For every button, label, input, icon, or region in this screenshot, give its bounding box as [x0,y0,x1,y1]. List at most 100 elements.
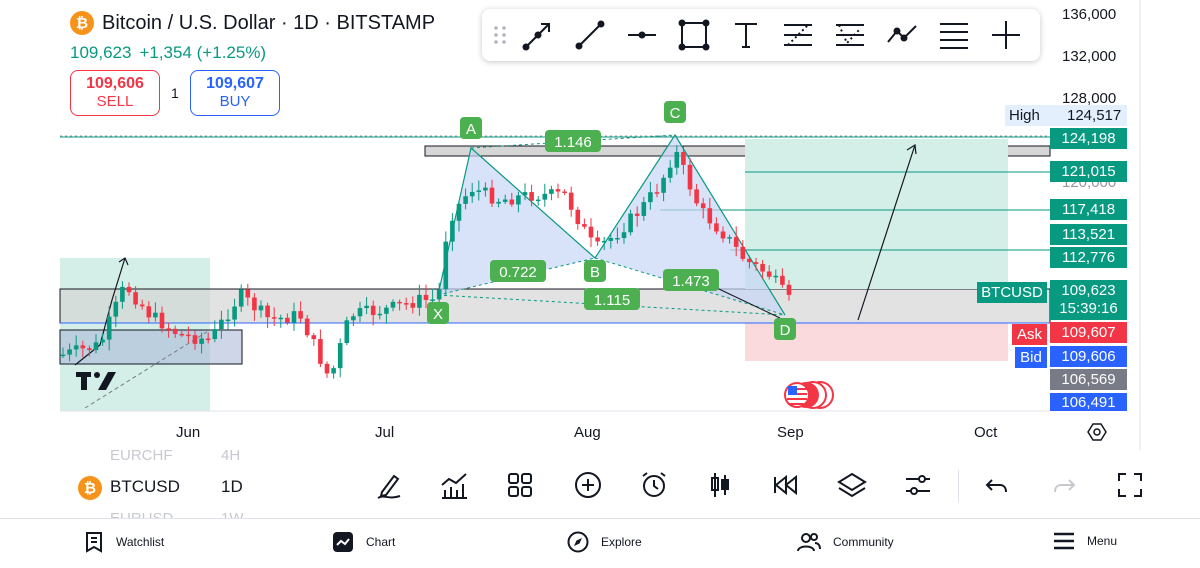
price-chart[interactable]: X A B C D 1.146 0.722 1.473 [0,0,1200,460]
candle-body [694,189,699,204]
horizontal-line-icon[interactable] [616,13,668,57]
candle-body [483,187,488,191]
support-zone[interactable] [59,288,1051,324]
nav-chart[interactable]: Chart [332,531,395,553]
price-tick: 132,000 [1062,48,1117,65]
ratio-label-bd[interactable]: 1.473 [663,269,719,291]
fib-retracement-icon[interactable] [772,13,824,57]
harmonic-fill-bcd [595,135,785,315]
candle-body [780,275,785,285]
settings-sliders-icon[interactable] [896,465,940,505]
candle-body [410,303,416,308]
candle-body [634,213,640,216]
candle-body [100,339,105,343]
candle-body [516,195,521,205]
candle-body [766,271,772,277]
candle-body [357,308,363,317]
candle-body [93,342,99,350]
redo-icon[interactable] [1042,465,1086,505]
rectangle-tool-icon[interactable] [668,13,720,57]
watchlist-ghost-symbol: EURCHF [110,447,173,464]
candle-body [87,348,92,350]
candle-body [648,192,653,203]
left-range-box[interactable] [59,329,243,365]
nav-community[interactable]: Community [797,531,894,553]
watchlist-icon [86,532,102,553]
candle-body [628,213,633,233]
candle-body [186,334,191,337]
interval-selector[interactable]: 1D [221,477,243,496]
candle-body [278,317,284,320]
text-tool-icon[interactable] [720,13,772,57]
alarm-icon[interactable] [632,465,676,505]
buy-button[interactable]: 109,607 BUY [190,70,280,116]
blue-level-tag: 106,491 [1050,393,1127,411]
crosshair-icon[interactable] [980,13,1032,57]
fib-extension-icon[interactable] [824,13,876,57]
high-label-tag: High 124,517 [1005,105,1127,126]
target-zone[interactable] [745,139,1008,289]
arrow-tool-icon[interactable] [512,13,564,57]
symbol-title[interactable]: ₿ Bitcoin / U.S. Dollar · 1D · BITSTAMP [70,10,435,36]
candle-body [113,301,119,317]
nav-label: Menu [1087,534,1118,548]
nav-watchlist[interactable]: Watchlist [84,531,164,553]
buy-price: 109,607 [206,75,264,92]
candle-body [760,263,765,272]
drag-handle-icon[interactable] [488,15,512,55]
current-price: 109,623 [1061,282,1116,299]
symbol-selector[interactable]: BTCUSD [110,477,180,496]
compass-icon [567,531,589,553]
undo-icon[interactable] [975,465,1019,505]
indicators-icon[interactable] [432,465,476,505]
layers-icon[interactable] [830,465,874,505]
chart-icon [333,532,353,552]
candle-body [384,307,389,314]
candle-body [120,286,125,302]
replay-icon[interactable] [764,465,808,505]
order-quantity[interactable]: 1 [171,85,179,101]
candle-body [687,164,693,190]
layout-icon[interactable] [498,465,542,505]
ratio-label-ac[interactable]: 1.146 [545,130,601,152]
pencil-icon[interactable] [367,465,411,505]
point-a-marker[interactable]: A [460,117,482,139]
bitcoin-icon: ₿ [70,11,94,35]
path-tool-icon[interactable] [876,13,928,57]
candle-body [753,262,759,264]
candle-body [106,316,112,340]
toolbar-divider [958,470,959,502]
candle-body [733,237,739,247]
chart-settings-icon[interactable] [1087,423,1107,441]
parallel-lines-icon[interactable] [928,13,980,57]
nav-menu[interactable]: Menu [1053,531,1117,551]
resistance-box[interactable] [424,145,1051,157]
nav-explore[interactable]: Explore [567,531,642,553]
ratio-label-xb[interactable]: 0.722 [490,260,546,282]
community-icon [797,533,821,552]
fullscreen-icon[interactable] [1108,465,1152,505]
point-x-marker[interactable]: X [427,302,449,324]
point-c-marker[interactable]: C [664,101,686,123]
candle-body [212,329,218,340]
svg-text:D: D [780,322,791,339]
candle-body [450,220,455,242]
point-d-marker[interactable]: D [774,318,796,340]
trend-line-icon[interactable] [564,13,616,57]
high-value: 124,517 [1067,107,1122,124]
candle-body [727,237,732,239]
ask-price-tag: 109,607 [1050,322,1127,343]
add-icon[interactable] [566,465,610,505]
candle-body [225,319,231,322]
point-b-marker[interactable]: B [584,260,606,282]
sell-button[interactable]: 109,606 SELL [70,70,160,116]
candle-body [582,224,587,227]
us-economic-events-icon[interactable] [784,381,834,409]
candle-body [331,368,336,374]
candles-icon[interactable] [698,465,742,505]
ratio-label-xd[interactable]: 1.115 [584,288,640,310]
candle-body [258,305,264,311]
svg-text:A: A [466,121,476,138]
candle-body [496,201,501,204]
